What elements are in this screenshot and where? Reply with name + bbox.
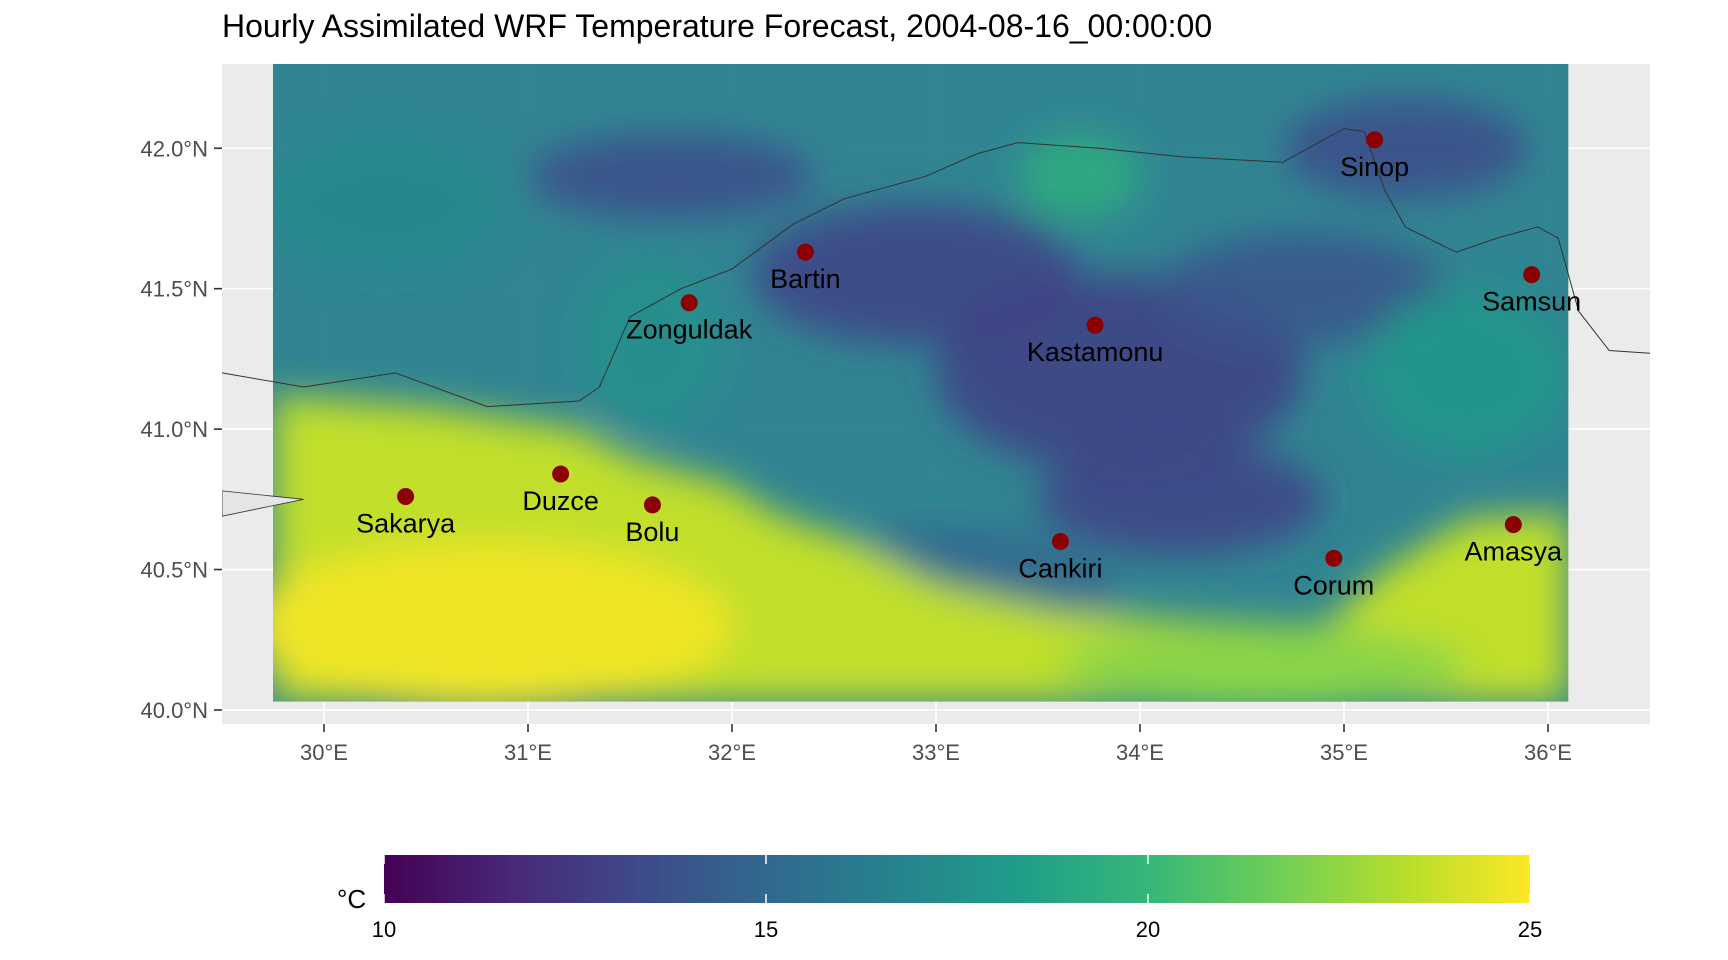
city-marker: [552, 465, 570, 483]
longitude-axis: 30°E 31°E 32°E 33°E 34°E 35°E 36°E: [300, 724, 1572, 765]
city-sinop: Sinop: [1340, 131, 1409, 182]
legend-tick-label: 25: [1518, 917, 1542, 942]
city-sakarya: Sakarya: [356, 488, 456, 539]
city-label: Amasya: [1465, 537, 1564, 567]
city-label: Cankiri: [1018, 553, 1102, 583]
city-marker: [680, 294, 698, 312]
lat-tick-label: 41.0°N: [140, 417, 208, 442]
city-marker: [1051, 532, 1069, 550]
city-label: Kastamonu: [1027, 337, 1164, 367]
city-kastamonu: Kastamonu: [1027, 316, 1164, 367]
city-label: Bartin: [770, 264, 841, 294]
legend-ticks: 10 15 20 25: [372, 855, 1542, 942]
legend-tick-label: 20: [1136, 917, 1160, 942]
color-legend: °C 10 15 20 25: [337, 855, 1542, 942]
city-marker: [1086, 316, 1104, 334]
lon-tick-label: 36°E: [1524, 740, 1572, 765]
city-marker: [1366, 131, 1384, 149]
latitude-axis: 42.0°N 41.5°N 41.0°N 40.5°N 40.0°N: [140, 136, 222, 723]
city-marker: [643, 496, 661, 514]
lon-tick-label: 31°E: [504, 740, 552, 765]
city-corum: Corum: [1293, 549, 1374, 600]
coastline: [222, 128, 1650, 408]
field-patches: [273, 97, 1569, 702]
coastline-layer: [222, 128, 1650, 517]
legend-tick-label: 15: [754, 917, 778, 942]
legend-tick-label: 10: [372, 917, 396, 942]
lat-tick-label: 41.5°N: [140, 277, 208, 302]
legend-title: °C: [337, 884, 366, 914]
city-marker: [397, 488, 415, 506]
city-label: Sakarya: [356, 509, 456, 539]
city-label: Duzce: [522, 486, 599, 516]
lat-tick-label: 42.0°N: [140, 136, 208, 161]
city-cankiri: Cankiri: [1018, 532, 1102, 583]
city-label: Samsun: [1482, 287, 1581, 317]
city-marker: [1523, 266, 1541, 284]
temperature-field: [273, 64, 1569, 702]
gulf-shape: [222, 490, 304, 517]
city-marker: [1325, 549, 1343, 567]
lon-tick-label: 33°E: [912, 740, 960, 765]
legend-colorbar: [384, 855, 1530, 903]
city-marker: [1504, 516, 1522, 534]
city-markers: Sinop Bartin Samsun Zonguldak Kastamonu Duzce…: [356, 131, 1581, 600]
lon-tick-label: 34°E: [1116, 740, 1164, 765]
map-title: Hourly Assimilated WRF Temperature Forec…: [222, 8, 1213, 44]
city-bartin: Bartin: [770, 243, 841, 294]
lon-tick-label: 32°E: [708, 740, 756, 765]
city-amasya: Amasya: [1465, 516, 1564, 567]
lat-tick-label: 40.0°N: [140, 698, 208, 723]
city-duzce: Duzce: [522, 465, 599, 516]
city-bolu: Bolu: [625, 496, 679, 547]
city-zonguldak: Zonguldak: [626, 294, 753, 345]
lat-tick-label: 40.5°N: [140, 558, 208, 583]
city-label: Corum: [1293, 570, 1374, 600]
city-samsun: Samsun: [1482, 266, 1581, 317]
city-label: Sinop: [1340, 152, 1409, 182]
lon-tick-label: 35°E: [1320, 740, 1368, 765]
city-label: Bolu: [625, 517, 679, 547]
lon-tick-label: 30°E: [300, 740, 348, 765]
city-marker: [796, 243, 814, 261]
city-label: Zonguldak: [626, 315, 753, 345]
